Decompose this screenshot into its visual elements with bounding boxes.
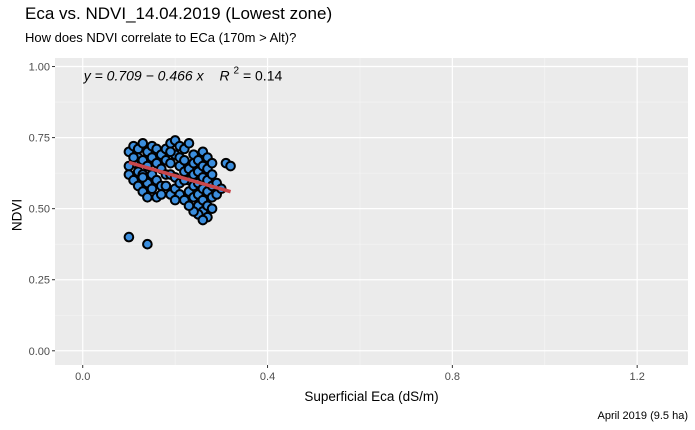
chart-subtitle: How does NDVI correlate to ECa (170m > A… — [25, 30, 297, 45]
data-points — [123, 135, 236, 250]
r2-value: = 0.14 — [243, 68, 283, 84]
y-tick-label: 0.25 — [29, 275, 50, 287]
data-point — [155, 189, 167, 200]
y-axis-title: NDVI — [9, 198, 25, 232]
data-point — [206, 203, 218, 214]
data-point — [142, 238, 153, 250]
data-point — [206, 157, 218, 169]
y-tick-label: 0.50 — [29, 204, 50, 216]
data-point — [225, 160, 236, 172]
data-point — [137, 137, 149, 149]
x-axis: 0.0 0.4 0.8 1.2 — [75, 365, 645, 383]
data-point — [165, 157, 176, 169]
x-axis-title: Superficial Eca (dS/m) — [304, 389, 439, 404]
major-gridlines — [55, 58, 688, 365]
data-point — [206, 169, 218, 180]
chart-title: Eca vs. NDVI_14.04.2019 (Lowest zone) — [25, 4, 333, 23]
r2-exponent: 2 — [234, 66, 240, 77]
x-tick-label: 0.0 — [75, 371, 90, 383]
data-point — [197, 214, 209, 226]
x-tick-label: 0.4 — [260, 371, 275, 383]
y-tick-label: 0.75 — [29, 133, 50, 145]
data-point — [179, 155, 190, 166]
y-tick-label: 1.00 — [29, 62, 50, 74]
data-point — [142, 191, 153, 203]
chart-caption: April 2019 (9.5 ha) — [597, 410, 689, 422]
y-tick-label: 0.00 — [29, 346, 50, 358]
regression-annotation: y = 0.709 − 0.466 x R 2 = 0.14 — [83, 61, 283, 84]
data-point — [137, 172, 149, 183]
data-point — [123, 231, 135, 243]
regression-line-group — [128, 160, 232, 194]
regression-line — [128, 160, 232, 194]
data-point — [183, 137, 195, 149]
x-tick-label: 1.2 — [630, 371, 645, 383]
y-axis: 0.00 0.25 0.50 0.75 1.00 — [29, 62, 55, 358]
data-point — [165, 146, 176, 158]
data-point — [160, 180, 172, 192]
x-tick-label: 0.8 — [445, 371, 460, 383]
data-point — [169, 194, 181, 206]
data-point — [128, 152, 139, 163]
data-point — [146, 183, 158, 195]
r2-symbol: R — [219, 68, 229, 84]
plot-panel — [55, 58, 688, 365]
equation-text: y = 0.709 − 0.466 x — [83, 68, 205, 84]
data-point — [183, 200, 195, 212]
